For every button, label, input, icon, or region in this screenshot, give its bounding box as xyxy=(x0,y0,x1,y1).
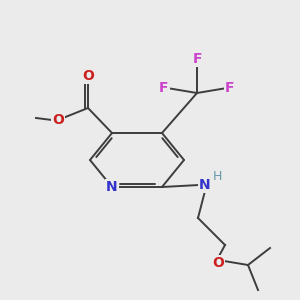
Text: O: O xyxy=(212,256,224,270)
Text: N: N xyxy=(199,178,211,192)
Text: F: F xyxy=(159,81,169,95)
Text: H: H xyxy=(212,170,222,184)
Text: O: O xyxy=(52,113,64,127)
Text: N: N xyxy=(106,180,118,194)
Text: F: F xyxy=(192,52,202,66)
Text: F: F xyxy=(225,81,235,95)
Text: O: O xyxy=(82,69,94,83)
